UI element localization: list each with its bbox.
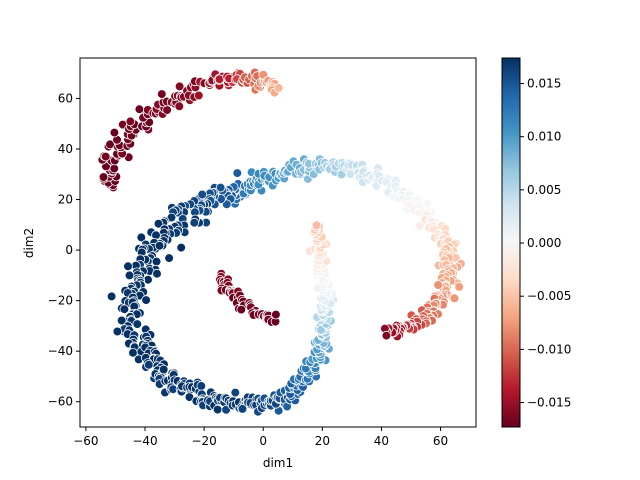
colorbar-axis: −0.015 −0.010 −0.005 0.000 0.005 0.010 0.015	[520, 77, 571, 410]
x-tick-label: 20	[315, 434, 330, 448]
data-point	[109, 127, 120, 138]
x-axis-label: dim1	[263, 456, 293, 470]
data-point	[433, 280, 443, 290]
y-axis: −60 −40 −20 0 20 40 60	[48, 91, 80, 409]
data-point	[100, 151, 111, 162]
data-point	[273, 83, 284, 93]
colorbar-tick-label: 0.005	[527, 183, 561, 197]
colorbar	[501, 57, 521, 428]
scatter-points	[97, 67, 466, 417]
y-tick-label: 20	[58, 193, 73, 207]
data-point	[194, 90, 204, 101]
data-point	[215, 182, 226, 193]
colorbar-tick-label: 0.015	[527, 77, 561, 91]
x-axis: −60 −40 −20 0 20 40 60	[73, 427, 448, 448]
data-point	[106, 291, 117, 302]
data-point	[174, 81, 185, 92]
data-point	[105, 139, 115, 150]
data-point	[158, 364, 169, 375]
data-point	[381, 330, 392, 341]
y-tick-label: −40	[48, 344, 73, 358]
data-point	[136, 232, 147, 243]
data-point	[164, 253, 174, 263]
x-tick-label: −60	[73, 434, 98, 448]
y-tick-label: 0	[65, 243, 73, 257]
data-point	[174, 101, 185, 112]
data-point	[454, 282, 465, 292]
data-point	[152, 268, 162, 279]
data-point	[153, 218, 164, 229]
y-tick-label: 60	[58, 91, 73, 105]
data-point	[271, 309, 281, 320]
data-point	[132, 319, 143, 329]
data-point	[311, 220, 322, 231]
data-point	[232, 168, 243, 178]
data-point	[422, 198, 433, 209]
colorbar-tick-label: −0.015	[527, 396, 571, 410]
colorbar-tick-label: 0.000	[527, 236, 561, 250]
data-point	[345, 169, 356, 179]
data-point	[449, 293, 460, 304]
data-point	[141, 295, 151, 305]
y-tick-label: 40	[58, 142, 73, 156]
colorbar-tick-label: −0.005	[527, 289, 571, 303]
data-point	[124, 270, 135, 281]
x-tick-label: 0	[259, 434, 267, 448]
x-tick-label: 40	[374, 434, 389, 448]
data-point	[230, 387, 241, 398]
data-point	[154, 240, 165, 251]
data-point	[98, 172, 109, 182]
y-axis-label: dim2	[22, 228, 36, 258]
data-point	[197, 189, 208, 200]
y-tick-label: −20	[48, 294, 73, 308]
data-point	[237, 404, 248, 414]
data-point	[189, 217, 200, 228]
x-tick-label: 60	[433, 434, 448, 448]
colorbar-tick-label: −0.010	[527, 342, 571, 356]
data-point	[125, 116, 136, 127]
data-point	[414, 221, 425, 231]
y-tick-label: −60	[48, 395, 73, 409]
data-point	[109, 163, 119, 174]
data-point	[112, 326, 123, 337]
data-point	[116, 315, 127, 326]
data-point	[157, 89, 167, 99]
colorbar-tick-label: 0.010	[527, 130, 561, 144]
data-point	[134, 104, 145, 114]
data-point	[196, 381, 207, 391]
data-point	[316, 325, 326, 335]
data-point	[176, 242, 187, 253]
x-tick-label: −20	[191, 434, 216, 448]
data-point	[119, 304, 130, 315]
x-tick-label: −40	[132, 434, 157, 448]
plot-frame	[79, 57, 477, 428]
data-point	[236, 304, 247, 315]
data-point	[151, 256, 162, 267]
data-point	[123, 261, 133, 272]
data-point	[212, 404, 223, 415]
data-point	[144, 359, 154, 370]
